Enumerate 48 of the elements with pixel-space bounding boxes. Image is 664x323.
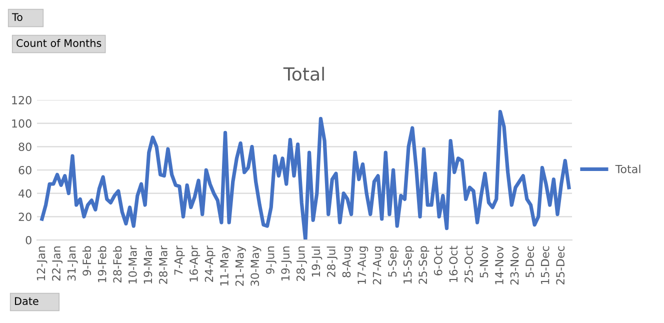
x-tick-label: 28-Mar bbox=[158, 246, 168, 284]
x-tick-label: 24-Apr bbox=[204, 246, 216, 282]
x-tick-label: 28-Jun bbox=[296, 246, 307, 281]
x-tick-label: 31-Jan bbox=[67, 246, 78, 281]
y-tick-label: 100 bbox=[12, 119, 32, 128]
chart-title: Total bbox=[283, 66, 324, 81]
x-tick-label: 27-Aug bbox=[372, 246, 384, 284]
x-tick-label: 22-Jan bbox=[52, 246, 63, 281]
x-tick-label: 16-Apr bbox=[190, 246, 200, 282]
text: Count of Months bbox=[16, 38, 102, 48]
text: To bbox=[12, 13, 22, 22]
x-tick-label: 25-Sep bbox=[418, 246, 430, 284]
y-tick-label: 60 bbox=[18, 166, 32, 174]
x-tick-label: 23-Nov bbox=[510, 246, 519, 285]
x-tick-label: 17-Aug bbox=[358, 246, 368, 284]
x-tick-label: 28-Feb bbox=[112, 246, 122, 283]
x-tick-label: 30-May bbox=[250, 246, 262, 286]
x-tick-label: 9-Jun bbox=[266, 246, 276, 274]
x-tick-label: 6-Oct bbox=[434, 246, 442, 276]
x-tick-label: 19-Feb bbox=[98, 246, 106, 282]
x-tick-label: 10-Mar bbox=[128, 246, 137, 284]
line-series bbox=[40, 110, 571, 240]
x-tick-label: 15-Dec bbox=[541, 246, 550, 284]
x-tick-label: 21-May bbox=[235, 246, 246, 286]
y-tick-label: 0 bbox=[26, 236, 32, 244]
y-tick-label: 80 bbox=[18, 142, 32, 152]
x-tick-label: 11-May bbox=[220, 246, 231, 286]
y-tick-label: 120 bbox=[12, 96, 32, 104]
x-tick-label: 15-Sep bbox=[403, 246, 414, 284]
x-tick-label: 19-Mar bbox=[144, 246, 152, 284]
y-tick-label: 40 bbox=[18, 189, 32, 198]
x-tick-label: 25-Oct bbox=[464, 246, 473, 282]
x-tick-label: 19-Jun bbox=[281, 246, 292, 280]
x-tick-label: 16-Oct bbox=[449, 246, 458, 282]
x-tick-label: 5-Sep bbox=[388, 246, 399, 277]
text: Date bbox=[15, 297, 38, 306]
x-tick-label: 25-Dec bbox=[556, 246, 565, 284]
legend-label: Total bbox=[615, 164, 640, 174]
x-tick-label: 9-Feb bbox=[82, 246, 92, 276]
x-tick-label: 5-Nov bbox=[480, 246, 488, 278]
x-tick-label: 5-Dec bbox=[526, 246, 534, 278]
x-tick-label: 7-Apr bbox=[174, 246, 185, 275]
x-tick-label: 8-Aug bbox=[342, 246, 353, 278]
x-tick-label: 14-Nov bbox=[495, 246, 504, 284]
x-tick-label: 12-Jan bbox=[36, 246, 48, 280]
x-tick-label: 19-Jul bbox=[312, 246, 322, 277]
x-tick-label: 28-Jul bbox=[326, 246, 338, 277]
y-tick-label: 20 bbox=[18, 212, 32, 222]
